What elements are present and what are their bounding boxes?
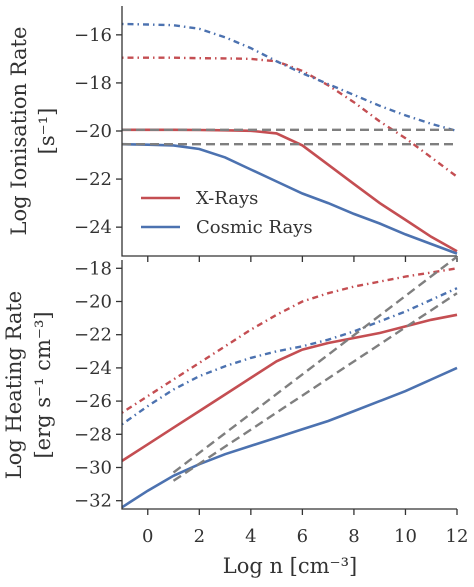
ionisation-series-group (121, 22, 458, 255)
legend-label-x-rays: X-Rays (196, 188, 258, 209)
ionisation-series-1-dotted-line (122, 56, 458, 178)
ionisation-y-axis-units: [s⁻¹] (35, 108, 59, 155)
heating-y-axis-units: [erg s⁻¹ cm⁻³] (31, 311, 55, 458)
heating-y-ticks: −18 −20 −22 −24 −26 −28 −30 −32 (74, 258, 122, 512)
heating-panel: −18 −20 −22 −24 −26 −28 −30 −32 0 2 4 6 8 10 12 Log H… (2, 255, 468, 578)
x-tick-label: 6 (297, 526, 308, 547)
ionisation-x-rays-solid-line (122, 128, 458, 253)
ionisation-series-3-dotted-line (121, 22, 458, 133)
x-tick-label: 8 (348, 526, 359, 547)
heating-y-tick-label: −32 (74, 491, 112, 512)
heating-axes-spine (121, 260, 457, 510)
heating-y-tick-label: −28 (74, 424, 112, 445)
heating-y-axis-title: Log Heating Rate (2, 291, 26, 479)
ionisation-x-ticks (147, 256, 458, 262)
ionisation-axes-spine (121, 6, 457, 257)
x-tick-label: 12 (446, 526, 469, 547)
heating-y-tick-label: −30 (74, 458, 112, 479)
ionisation-y-tick-label: −22 (74, 169, 112, 190)
heating-y-tick-label: −24 (74, 358, 112, 379)
heating-series-3-dotted-line (121, 287, 458, 426)
heating-y-tick-label: −26 (74, 391, 112, 412)
ionisation-y-tick-label: −18 (74, 73, 112, 94)
heating-series-0-solid-line (121, 313, 458, 462)
legend: X-Rays Cosmic Rays (141, 188, 313, 238)
heating-y-tick-label: −18 (74, 258, 112, 279)
x-tick-label: 2 (194, 526, 205, 547)
ionisation-cosmic-rays-solid-line (121, 142, 458, 255)
heating-series-2-solid-line (121, 366, 458, 509)
heating-y-tick-label: −22 (74, 325, 112, 346)
heating-x-ticks: 0 2 4 6 8 10 12 (142, 509, 468, 547)
heating-series-5-dashed-line (172, 292, 458, 482)
x-axis-title: Log n [cm⁻³] (223, 554, 357, 578)
x-tick-label: 0 (142, 526, 153, 547)
ionisation-y-ticks: −16 −18 −20 −22 −24 (74, 25, 122, 238)
ionisation-y-tick-label: −16 (74, 25, 112, 46)
ionisation-y-axis-title: Log Ionisation Rate (7, 27, 31, 236)
legend-label-cosmic-rays: Cosmic Rays (196, 217, 313, 238)
heating-y-tick-label: −20 (74, 292, 112, 313)
x-tick-label: 10 (394, 526, 417, 547)
heating-series-4-dashed-line (172, 255, 458, 474)
ionisation-panel: −16 −18 −20 −22 −24 Log Ionisation Rate [s⁻¹… (7, 6, 458, 262)
ionisation-y-tick-label: −20 (74, 121, 112, 142)
x-tick-label: 4 (245, 526, 256, 547)
ionisation-y-tick-label: −24 (74, 217, 112, 238)
heating-series-group (121, 255, 458, 509)
